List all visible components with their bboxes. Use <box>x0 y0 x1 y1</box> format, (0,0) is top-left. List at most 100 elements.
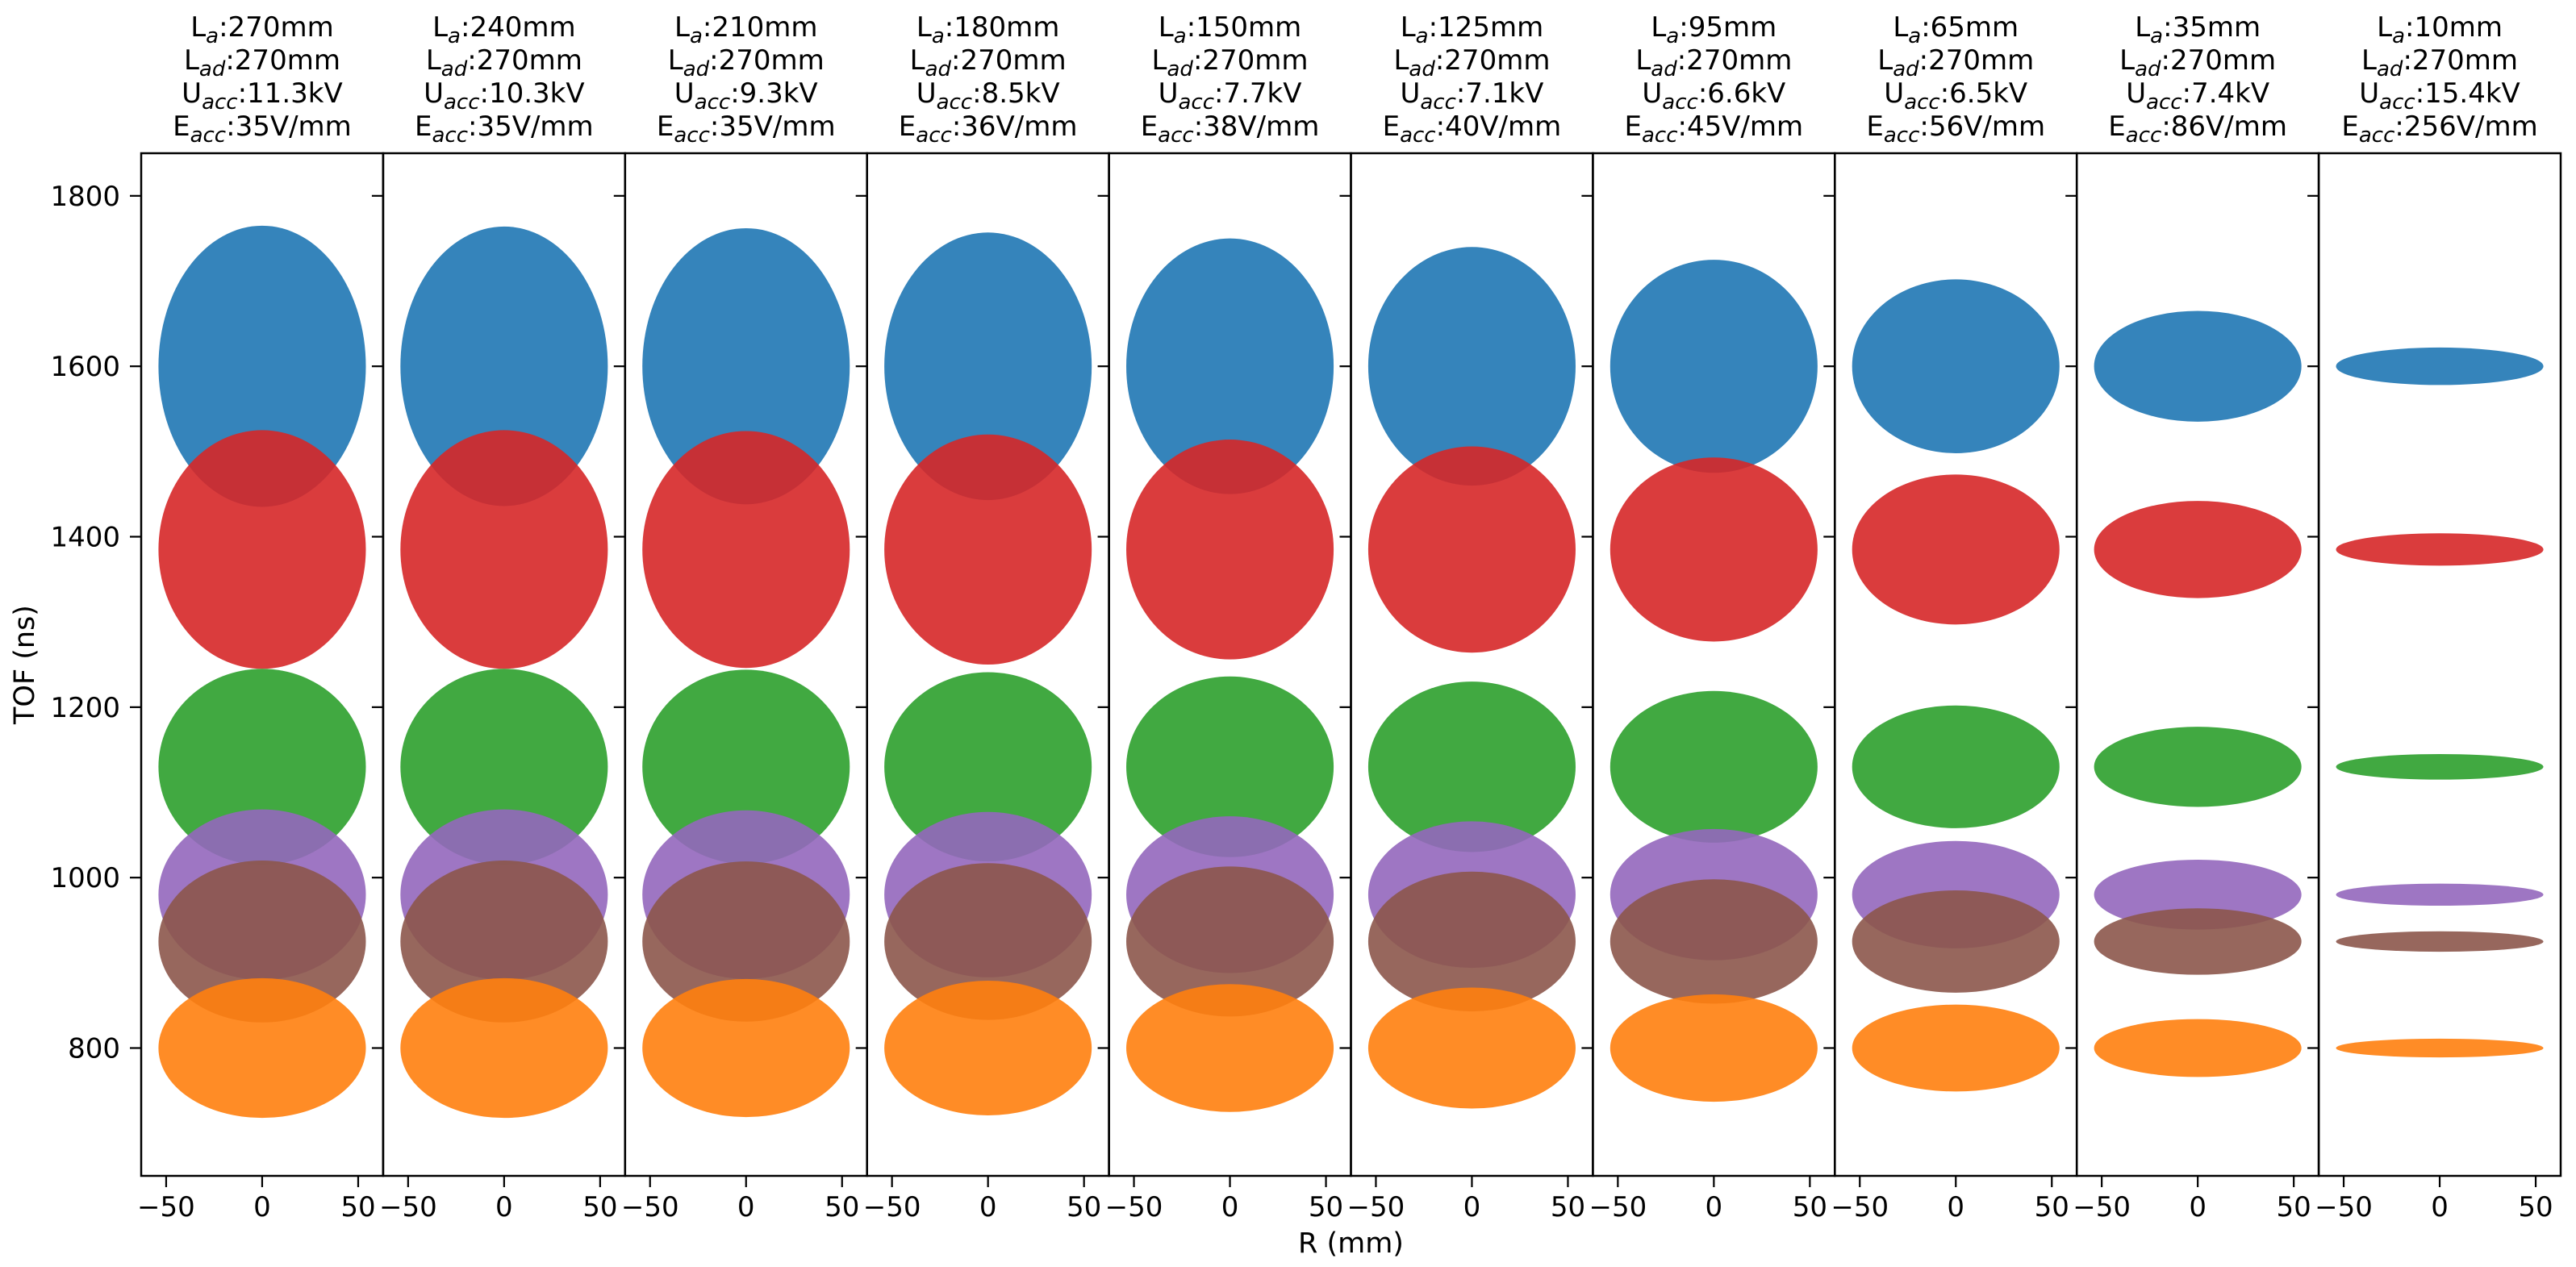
x-tick-label: −50 <box>2073 1191 2131 1223</box>
x-tick-label: 50 <box>2518 1191 2553 1223</box>
panel-8: −50 0 50 La:65mmLad:270mmUacc:6.5kVEacc:56V… <box>1823 11 2078 1223</box>
x-tick-label: −50 <box>1831 1191 1889 1223</box>
panel-7-ellipse-2 <box>1609 457 1818 642</box>
panel-title-line: La:95mm <box>1651 11 1776 48</box>
panel-6-ellipse-5 <box>1367 871 1576 1012</box>
panel-4: −50 0 50 La:180mmLad:270mmUacc:8.5kVEacc:36… <box>855 11 1110 1223</box>
panel-7-ellipse-3 <box>1609 690 1818 843</box>
panel-2-ellipse-1 <box>400 226 608 506</box>
panel-title-line: La:180mm <box>916 11 1059 48</box>
panel-8-ellipse-1 <box>1852 279 2060 453</box>
panel-title-line: Uacc:11.3kV <box>182 77 343 115</box>
panel-7-ellipse-5 <box>1609 879 1818 1004</box>
panel-3-ellipse-1 <box>642 227 850 505</box>
x-tick-label: 50 <box>825 1191 859 1223</box>
x-tick-label: 50 <box>582 1191 617 1223</box>
panel-3-ellipse-6 <box>642 978 850 1118</box>
panel-2-ellipse-3 <box>400 669 608 865</box>
x-tick-label: 0 <box>1221 1191 1239 1223</box>
x-tick-label: −50 <box>2315 1191 2373 1223</box>
panel-6-ellipse-3 <box>1367 681 1576 852</box>
panel-title-line: La:125mm <box>1401 11 1543 48</box>
x-tick-label: 50 <box>1309 1191 1343 1223</box>
panel-1-ellipse-6 <box>158 977 366 1119</box>
x-tick-label: 0 <box>2431 1191 2449 1223</box>
y-tick-label: 1000 <box>50 862 120 894</box>
x-tick-label: 0 <box>1463 1191 1481 1223</box>
panel-title-line: Eacc:256V/mm <box>2341 110 2537 148</box>
panel-title-line: Lad:270mm <box>1393 44 1550 81</box>
x-tick-label: −50 <box>137 1191 195 1223</box>
x-tick-label: 0 <box>2189 1191 2207 1223</box>
panel-4-ellipse-3 <box>884 672 1092 862</box>
panel-title-line: La:240mm <box>432 11 575 48</box>
panel-9-ellipse-5 <box>2094 908 2302 975</box>
panel-3-ellipse-5 <box>642 861 850 1022</box>
panel-title-line: Lad:270mm <box>426 44 582 81</box>
panel-10-ellipse-4 <box>2336 883 2544 906</box>
x-tick-label: −50 <box>1347 1191 1405 1223</box>
panel-9-ellipse-4 <box>2094 859 2302 930</box>
panel-title-line: Eacc:35V/mm <box>173 110 352 148</box>
panel-title-line: Uacc:10.3kV <box>424 77 585 115</box>
panel-5-ellipse-2 <box>1126 440 1334 660</box>
panel-title-line: Eacc:56V/mm <box>1866 110 2045 148</box>
panel-9-ellipse-1 <box>2094 310 2302 422</box>
panel-2-ellipse-5 <box>400 861 608 1023</box>
panel-10-ellipse-5 <box>2336 931 2544 952</box>
panel-title-line: Lad:270mm <box>668 44 825 81</box>
x-tick-label: 50 <box>340 1191 375 1223</box>
y-axis-label: TOF (ns) <box>9 605 41 725</box>
panel-title-line: La:35mm <box>2135 11 2261 48</box>
panel-3: −50 0 50 La:210mmLad:270mmUacc:9.3kVEacc:35… <box>613 11 868 1223</box>
panel-8-ellipse-3 <box>1852 705 2060 828</box>
panel-title-line: Lad:270mm <box>2119 44 2276 81</box>
panel-8-ellipse-6 <box>1852 1004 2060 1092</box>
x-tick-label: −50 <box>379 1191 437 1223</box>
panel-4-ellipse-1 <box>884 232 1092 501</box>
panel-title-line: Eacc:40V/mm <box>1383 110 1562 148</box>
y-tick-label: 1600 <box>50 351 120 383</box>
panel-title-line: Uacc:7.4kV <box>2126 77 2269 115</box>
panel-title-line: Eacc:45V/mm <box>1624 110 1803 148</box>
panel-title-line: La:210mm <box>674 11 817 48</box>
y-tick-label: 1400 <box>50 522 120 554</box>
panel-9-ellipse-6 <box>2094 1019 2302 1077</box>
panel-2-ellipse-6 <box>400 977 608 1119</box>
panel-title-line: Lad:270mm <box>1152 44 1309 81</box>
panel-title-line: Uacc:6.5kV <box>1884 77 2027 115</box>
panel-10-ellipse-6 <box>2336 1038 2544 1058</box>
panel-title-line: Lad:270mm <box>184 44 340 81</box>
panel-5-ellipse-3 <box>1126 676 1334 857</box>
panel-title-line: Lad:270mm <box>2361 44 2518 81</box>
panel-10: −50 0 50 La:10mmLad:270mmUacc:15.4kVEacc:25… <box>2307 11 2562 1223</box>
panel-10-ellipse-3 <box>2336 753 2544 780</box>
x-tick-label: 0 <box>1947 1191 1964 1223</box>
panel-title-line: La:150mm <box>1159 11 1301 48</box>
panel-1-ellipse-2 <box>158 430 366 669</box>
y-tick-label: 1200 <box>50 692 120 724</box>
panel-title-line: Uacc:7.1kV <box>1400 77 1543 115</box>
x-tick-label: −50 <box>1105 1191 1163 1223</box>
x-tick-label: 50 <box>1067 1191 1101 1223</box>
x-tick-label: 0 <box>979 1191 997 1223</box>
x-tick-label: 50 <box>1793 1191 1827 1223</box>
panel-3-ellipse-3 <box>642 669 850 865</box>
panel-title-line: La:270mm <box>190 11 333 48</box>
panel-4-ellipse-5 <box>884 863 1092 1020</box>
panel-title-line: Eacc:38V/mm <box>1141 110 1320 148</box>
panel-title-line: Uacc:7.7kV <box>1159 77 1302 115</box>
panel-1-ellipse-1 <box>158 225 366 507</box>
panel-title-line: La:65mm <box>1893 11 2019 48</box>
x-tick-label: −50 <box>863 1191 921 1223</box>
x-tick-label: 0 <box>253 1191 271 1223</box>
panel-title-line: La:10mm <box>2377 11 2503 48</box>
panel-5-ellipse-1 <box>1126 238 1334 494</box>
x-tick-label: 0 <box>495 1191 513 1223</box>
panel-5: −50 0 50 La:150mmLad:270mmUacc:7.7kVEacc:38… <box>1097 11 1352 1223</box>
panel-title-line: Eacc:36V/mm <box>899 110 1078 148</box>
x-axis-label: R (mm) <box>1298 1227 1404 1260</box>
panel-3-ellipse-2 <box>642 431 850 669</box>
panel-title-line: Eacc:35V/mm <box>657 110 836 148</box>
